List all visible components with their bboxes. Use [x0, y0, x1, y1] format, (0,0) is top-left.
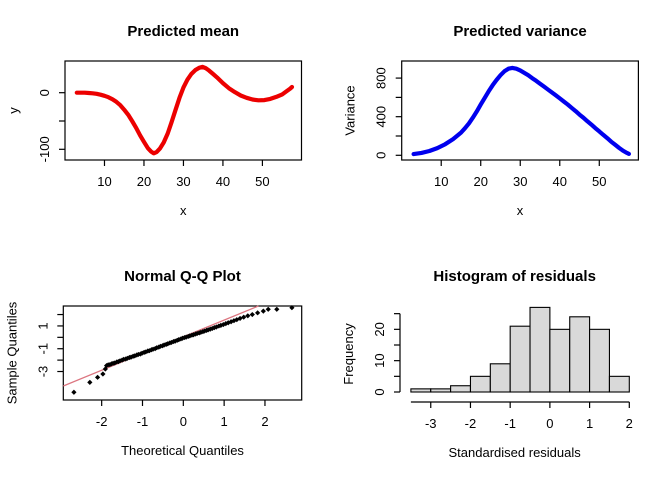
- y-tick-label: 10: [372, 353, 387, 367]
- x-tick-label: 50: [592, 174, 606, 189]
- y-axis-label: y: [6, 107, 21, 114]
- qq-point: [260, 308, 266, 314]
- qq-point: [190, 332, 197, 338]
- panel-predicted-mean: 10 20 30 40 50 0 -100 Predicted mean x y: [6, 23, 303, 218]
- y-axis-label: Variance: [343, 85, 358, 135]
- x-tick-label: 30: [513, 174, 527, 189]
- y-tick-label: -3: [35, 366, 50, 378]
- qq-point: [183, 334, 189, 340]
- y-tick-label: 0: [372, 388, 387, 395]
- qq-point: [201, 328, 208, 334]
- qq-point: [168, 339, 175, 346]
- x-tick-label: 50: [255, 174, 269, 189]
- qq-point: [117, 358, 123, 364]
- hist-bar: [489, 363, 511, 393]
- plot-frame: [401, 60, 640, 161]
- y-tick-label: 0: [37, 89, 52, 96]
- qq-point: [179, 335, 186, 341]
- qq-point: [124, 355, 130, 361]
- x-tick-label: 20: [473, 174, 487, 189]
- hist-bar: [410, 388, 432, 393]
- hist-bar: [469, 375, 491, 393]
- qq-point: [255, 310, 261, 316]
- panel-qq-plot: -2 -1 0 1 2 -3 -1 1 Normal Q-Q Plot Theoretical Q…: [4, 268, 303, 458]
- x-tick-label: 30: [176, 174, 190, 189]
- x-axis-label: x: [517, 203, 524, 218]
- x-tick-label: 40: [216, 174, 230, 189]
- chart-title: Normal Q-Q Plot: [124, 268, 241, 285]
- x-tick-label: -3: [425, 416, 437, 431]
- x-tick-label: 10: [97, 174, 111, 189]
- y-tick-label: 1: [35, 322, 50, 329]
- plot-frame: [62, 305, 303, 401]
- x-tick-label: 2: [261, 414, 268, 429]
- x-tick-label: 2: [626, 416, 633, 431]
- x-tick-label: 1: [221, 414, 228, 429]
- y-tick-label: -100: [37, 136, 52, 162]
- hist-bar: [569, 316, 591, 393]
- panel-predicted-variance: 10 20 30 40 50 0 400 800 Predicted variance x Vari…: [343, 23, 640, 218]
- qq-point: [220, 321, 226, 328]
- hist-bar: [450, 385, 472, 393]
- qq-point: [87, 379, 93, 385]
- hist-bar: [549, 328, 571, 393]
- x-tick-label: -2: [465, 416, 477, 431]
- qq-point: [143, 349, 149, 355]
- x-tick-label: -2: [96, 414, 108, 429]
- qq-point: [289, 305, 295, 311]
- qq-point: [237, 315, 243, 322]
- qq-point: [265, 306, 271, 312]
- qq-point: [161, 342, 167, 348]
- qq-point: [94, 374, 101, 380]
- chart-title: Predicted variance: [453, 23, 586, 40]
- qq-point: [241, 314, 247, 320]
- x-tick-label: 1: [586, 416, 593, 431]
- plot-frame: [64, 60, 303, 161]
- hist-bar: [608, 375, 630, 393]
- qq-point: [223, 321, 229, 327]
- x-axis-label: x: [180, 203, 187, 218]
- y-tick-label: 400: [374, 106, 389, 128]
- x-tick-label: 10: [434, 174, 448, 189]
- x-tick-label: 0: [180, 414, 187, 429]
- qq-point: [274, 306, 280, 312]
- y-tick-label: 0: [374, 152, 389, 159]
- x-axis-label: Theoretical Quantiles: [121, 443, 244, 458]
- y-tick-label: 20: [372, 322, 387, 336]
- y-axis-label: Sample Quantiles: [4, 301, 19, 404]
- x-tick-label: -1: [137, 414, 149, 429]
- qq-point: [154, 345, 160, 351]
- qq-point: [112, 360, 118, 366]
- qq-point: [211, 325, 217, 331]
- predicted-mean-curve: [74, 64, 295, 156]
- y-tick-label: -1: [35, 343, 50, 355]
- hist-bar: [430, 388, 452, 393]
- x-tick-label: 40: [553, 174, 567, 189]
- qq-point: [100, 371, 106, 377]
- qq-point: [245, 313, 251, 319]
- qq-point: [71, 389, 77, 395]
- y-tick-label: 800: [374, 67, 389, 89]
- hist-bar: [509, 325, 531, 393]
- hist-bar: [529, 306, 551, 393]
- qq-point: [209, 325, 215, 332]
- hist-bar: [589, 328, 610, 393]
- x-axis-label: Standardised residuals: [449, 445, 582, 460]
- qq-point: [216, 323, 222, 329]
- x-tick-label: 0: [546, 416, 553, 431]
- y-axis-label: Frequency: [341, 323, 356, 385]
- x-tick-label: 20: [137, 174, 151, 189]
- qq-point: [249, 311, 255, 318]
- qq-point: [150, 346, 156, 352]
- qq-point: [128, 354, 134, 360]
- chart-title: Predicted mean: [127, 23, 239, 40]
- x-tick-label: -1: [504, 416, 516, 431]
- predicted-variance-curve: [411, 65, 632, 157]
- chart-title: Histogram of residuals: [433, 268, 596, 285]
